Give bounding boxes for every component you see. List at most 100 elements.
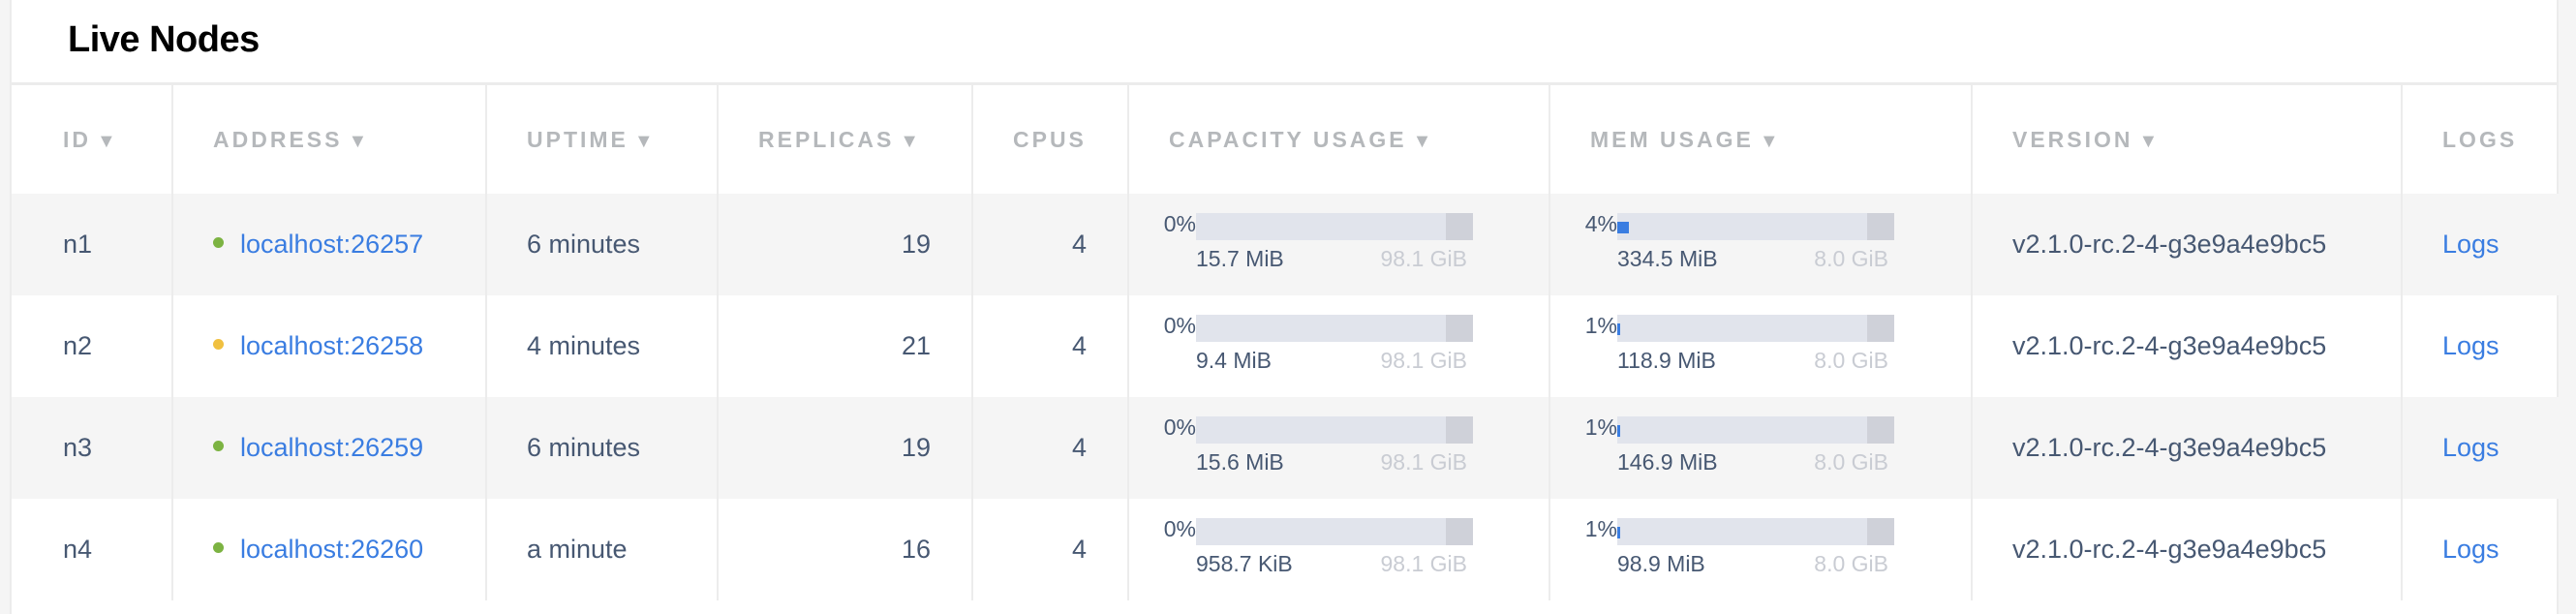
address-link[interactable]: localhost:26258 <box>240 331 424 360</box>
sort-arrow-icon: ▼ <box>2138 130 2159 152</box>
uptime: a minute <box>485 499 718 600</box>
sort-arrow-icon: ▼ <box>97 130 116 152</box>
logs-link[interactable]: Logs <box>2442 331 2499 360</box>
header-label: MEM USAGE <box>1590 126 1754 152</box>
column-header-uptime[interactable]: UPTIME ▼ <box>485 85 718 194</box>
usage-used: 98.9 MiB <box>1617 550 1705 576</box>
version: v2.1.0-rc.2-4-g3e9a4e9bc5 <box>1971 397 2402 499</box>
usage-used: 118.9 MiB <box>1617 347 1716 373</box>
usage-bar-fill <box>1617 424 1621 437</box>
usage-total: 8.0 GiB <box>1814 245 1888 271</box>
sort-arrow-icon: ▼ <box>1412 130 1432 152</box>
usage-total: 8.0 GiB <box>1814 550 1888 576</box>
usage-bar <box>1196 415 1473 444</box>
logs-cell: Logs <box>2401 194 2561 295</box>
usage-bar-fill <box>1617 526 1621 538</box>
usage-bar-cap <box>1446 314 1473 342</box>
usage-total: 8.0 GiB <box>1814 347 1888 373</box>
header-label: LOGS <box>2442 126 2518 152</box>
column-header-version[interactable]: VERSION ▼ <box>1971 85 2402 194</box>
column-header-capacity[interactable]: CAPACITY USAGE ▼ <box>1127 85 1549 194</box>
cpus: 4 <box>971 397 1128 499</box>
table-row: n3 localhost:26259 6 minutes 19 4 0% 15.… <box>12 397 2561 499</box>
divider <box>12 82 2557 85</box>
column-header-cpus: CPUS <box>971 85 1128 194</box>
status-dot-icon <box>213 542 224 554</box>
usage-bar-fill <box>1617 322 1621 335</box>
replicas: 19 <box>717 194 972 295</box>
header-label: REPLICAS <box>758 126 895 152</box>
usage-bar-cap <box>1446 212 1473 240</box>
logs-cell: Logs <box>2401 499 2561 600</box>
uptime: 6 minutes <box>485 397 718 499</box>
usage-total: 98.1 GiB <box>1380 448 1468 475</box>
address-cell: localhost:26257 <box>171 194 486 295</box>
node-id: n3 <box>12 397 172 499</box>
address-cell: localhost:26260 <box>171 499 486 600</box>
header-label: UPTIME <box>527 126 629 152</box>
version: v2.1.0-rc.2-4-g3e9a4e9bc5 <box>1971 295 2402 397</box>
sort-arrow-icon: ▼ <box>348 130 368 152</box>
usage-used: 15.7 MiB <box>1196 245 1284 271</box>
capacity-usage: 0% 15.7 MiB 98.1 GiB <box>1127 194 1549 295</box>
usage-percent: 0% <box>1163 515 1196 541</box>
usage-bar-fill <box>1617 221 1630 233</box>
column-header-address[interactable]: ADDRESS ▼ <box>171 85 486 194</box>
mem-usage: 1% 118.9 MiB 8.0 GiB <box>1549 295 1972 397</box>
address-link[interactable]: localhost:26257 <box>240 230 424 259</box>
cpus: 4 <box>971 194 1128 295</box>
address-link[interactable]: localhost:26260 <box>240 535 424 564</box>
header-label: VERSION <box>2012 126 2133 152</box>
header-label: CPUS <box>1013 126 1087 152</box>
logs-cell: Logs <box>2401 397 2561 499</box>
nodes-table: ID ▼ ADDRESS ▼ UPTIME ▼ REPLICAS ▼ CPUS CAPA… <box>12 85 2561 600</box>
table-row: n1 localhost:26257 6 minutes 19 4 0% 15.… <box>12 194 2561 295</box>
node-id: n1 <box>12 194 172 295</box>
capacity-usage: 0% 9.4 MiB 98.1 GiB <box>1127 295 1549 397</box>
header-label: ID <box>63 126 91 152</box>
cpus: 4 <box>971 295 1128 397</box>
mem-usage: 4% 334.5 MiB 8.0 GiB <box>1549 194 1972 295</box>
column-header-replicas[interactable]: REPLICAS ▼ <box>717 85 972 194</box>
usage-percent: 0% <box>1163 210 1196 236</box>
header-label: ADDRESS <box>213 126 343 152</box>
column-header-logs: LOGS <box>2401 85 2561 194</box>
usage-percent: 1% <box>1584 414 1617 440</box>
replicas: 19 <box>717 397 972 499</box>
usage-percent: 1% <box>1584 515 1617 541</box>
sort-arrow-icon: ▼ <box>633 130 654 152</box>
usage-bar <box>1617 517 1894 545</box>
mem-usage: 1% 146.9 MiB 8.0 GiB <box>1549 397 1972 499</box>
cpus: 4 <box>971 499 1128 600</box>
usage-bar <box>1196 314 1473 342</box>
column-header-mem[interactable]: MEM USAGE ▼ <box>1549 85 1972 194</box>
usage-used: 146.9 MiB <box>1617 448 1718 475</box>
usage-used: 9.4 MiB <box>1196 347 1272 373</box>
usage-bar <box>1617 212 1894 240</box>
mem-usage: 1% 98.9 MiB 8.0 GiB <box>1549 499 1972 600</box>
status-dot-icon <box>213 441 224 452</box>
usage-total: 8.0 GiB <box>1814 448 1888 475</box>
usage-bar-cap <box>1867 314 1894 342</box>
logs-link[interactable]: Logs <box>2442 535 2499 564</box>
capacity-usage: 0% 15.6 MiB 98.1 GiB <box>1127 397 1549 499</box>
logs-link[interactable]: Logs <box>2442 433 2499 462</box>
uptime: 4 minutes <box>485 295 718 397</box>
usage-bar <box>1196 212 1473 240</box>
usage-bar-cap <box>1867 517 1894 545</box>
usage-bar <box>1196 517 1473 545</box>
address-cell: localhost:26259 <box>171 397 486 499</box>
address-link[interactable]: localhost:26259 <box>240 433 424 462</box>
uptime: 6 minutes <box>485 194 718 295</box>
usage-used: 15.6 MiB <box>1196 448 1284 475</box>
usage-percent: 4% <box>1584 210 1617 236</box>
usage-total: 98.1 GiB <box>1380 245 1468 271</box>
column-header-id[interactable]: ID ▼ <box>12 85 172 194</box>
logs-link[interactable]: Logs <box>2442 230 2499 259</box>
replicas: 21 <box>717 295 972 397</box>
usage-bar-cap <box>1867 415 1894 444</box>
status-dot-icon <box>213 339 224 351</box>
sort-arrow-icon: ▼ <box>900 130 920 152</box>
page-title: Live Nodes <box>68 19 260 60</box>
table-row: n4 localhost:26260 a minute 16 4 0% 958.… <box>12 499 2561 600</box>
